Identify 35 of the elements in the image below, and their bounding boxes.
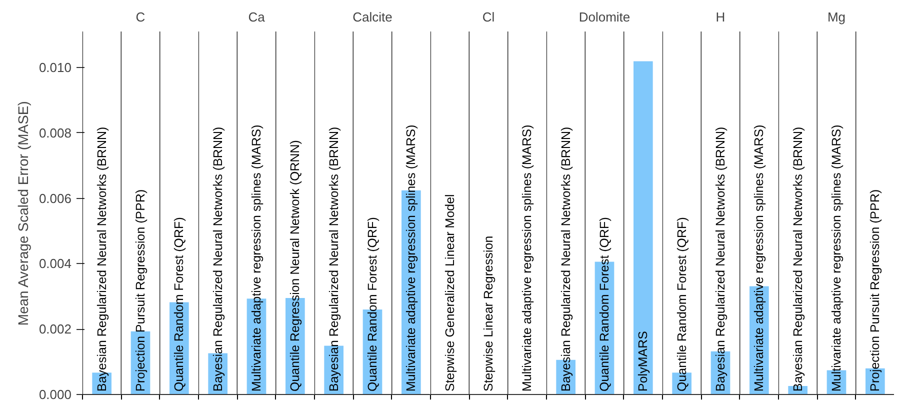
- chart-title: Cl: [482, 10, 495, 24]
- category-label: Multivariate adaptive regression splines (MARS): [404, 124, 418, 392]
- chart-title: Dolomite: [578, 10, 630, 24]
- category-label: Quantile Random Forest (QRF): [674, 217, 689, 392]
- category-label: Multivariate adaptive regression splines (MARS): [752, 124, 766, 392]
- chart-title: Calcite: [352, 10, 392, 24]
- y-tick-label: 0.006: [38, 190, 72, 206]
- category-label: Bayesian Regularized Neural Networks (BRNN): [558, 126, 573, 392]
- category-label: PolyMARS: [636, 331, 650, 392]
- category-label: Bayesian Regularized Neural Networks (BRNN): [714, 126, 728, 392]
- category-label: Quantile Regression Neural Network (QRNN): [288, 140, 302, 392]
- y-tick-label: 0.002: [38, 322, 72, 337]
- category-label: Multivariate adaptive regression splines (MARS): [830, 124, 844, 392]
- chart-title: Mg: [827, 10, 846, 24]
- category-label: Multivariate adaptive regression splines (MARS): [250, 124, 264, 392]
- category-label: Stepwise Linear Regression: [482, 236, 496, 392]
- chart-title: H: [716, 10, 726, 24]
- y-axis-title: Mean Average Scaled Error (MASE): [14, 101, 31, 326]
- y-tick-label: 0.004: [38, 256, 72, 272]
- chart-title: Ca: [248, 10, 266, 24]
- category-label: Stepwise Generalized Linear Model: [442, 194, 457, 392]
- category-label: Quantile Random Forest (QRF): [598, 217, 612, 392]
- category-label: Projection Pursuit Regression (PPR): [868, 189, 882, 392]
- y-tick-label: 0.008: [38, 125, 72, 140]
- category-label: Multivariate adaptive regression splines (MARS): [520, 124, 534, 392]
- chart-title: C: [136, 10, 146, 24]
- y-tick-label: 0.010: [38, 60, 72, 75]
- category-label: Quantile Random Forest (QRF): [172, 217, 186, 392]
- category-label: Quantile Random Forest (QRF): [366, 217, 380, 392]
- category-label: Bayesian Regularized Neural Networks (BRNN): [326, 126, 341, 392]
- category-label: Bayesian Regularized Neural Networks (BRNN): [210, 126, 225, 392]
- category-label: Projection Pursuit Regression (PPR): [134, 189, 148, 392]
- category-label: Bayesian Regularized Neural Networks (BRNN): [790, 126, 805, 392]
- y-tick-label: 0.000: [38, 387, 72, 400]
- category-label: Bayesian Regularized Neural Networks (BRNN): [94, 126, 109, 392]
